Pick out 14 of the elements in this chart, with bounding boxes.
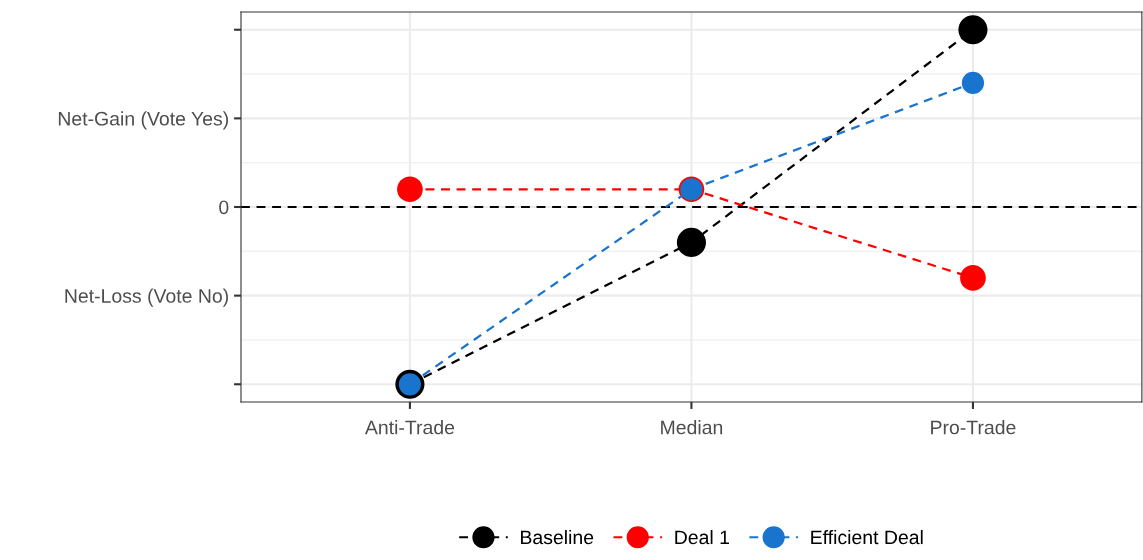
point [960, 265, 986, 291]
legend-label: Deal 1 [675, 529, 729, 545]
x-tick-label: Median [661, 420, 723, 435]
point [397, 176, 423, 203]
legend-label: Efficient Deal [811, 529, 923, 545]
text: Net-Loss (Vote No) [65, 288, 228, 307]
x-tick-label: Anti-Trade [364, 420, 455, 435]
point [961, 71, 985, 95]
point [676, 227, 707, 258]
x-tick-label: Pro-Trade [931, 420, 1016, 435]
text: 0 [219, 200, 229, 215]
text: Net-Gain (Vote Yes) [58, 111, 228, 130]
legend-label: Baseline [521, 529, 594, 545]
point [958, 15, 988, 45]
